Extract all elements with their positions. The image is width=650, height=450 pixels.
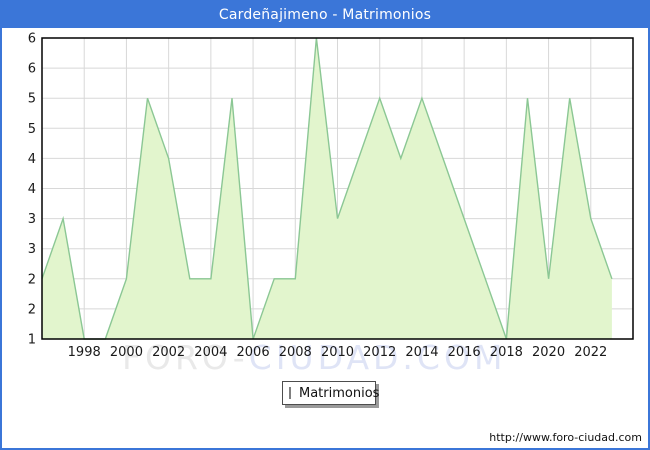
x-tick-label: 2016 [448,345,481,360]
y-tick-label: 2 [28,302,36,317]
x-tick-label: 2008 [279,345,312,360]
y-tick-label: 3 [28,212,36,227]
x-tick-label: 2002 [152,345,185,360]
x-tick-label: 1998 [68,345,101,360]
y-tick-label: 2 [28,272,36,287]
y-tick-label: 1 [28,333,36,348]
footer-url[interactable]: http://www.foro-ciudad.com [489,431,642,444]
watermark: FORO-CIUDAD.COM [122,338,506,377]
y-tick-label: 4 [28,152,36,167]
x-tick-label: 2020 [532,345,565,360]
page-title: Cardeñajimeno - Matrimonios [218,7,432,23]
x-tick-label: 2010 [321,345,354,360]
area-series-fill [42,38,612,339]
x-tick-label: 2000 [110,345,143,360]
watermark-part1: FORO- [122,338,249,377]
y-tick-label: 4 [28,182,36,197]
watermark-part2: CIUDAD.COM [248,338,507,377]
x-tick-label: 2022 [574,345,607,360]
legend-swatch-icon [289,387,291,399]
plot-border [41,37,634,340]
y-tick-label: 6 [28,62,36,77]
x-tick-label: 2018 [490,345,523,360]
area-series-line [41,37,613,340]
x-tick-label: 2004 [194,345,227,360]
y-tick-label: 5 [28,122,36,137]
legend: Matrimonios [282,381,380,405]
y-tick-label: 3 [28,242,36,257]
y-tick-label: 6 [28,32,36,47]
y-tick-label: 5 [28,92,36,107]
legend-label: Matrimonios [299,385,380,401]
x-tick-label: 2014 [405,345,438,360]
x-tick-label: 2006 [237,345,270,360]
title-bar: Cardeñajimeno - Matrimonios [2,2,648,28]
x-tick-label: 2012 [363,345,396,360]
